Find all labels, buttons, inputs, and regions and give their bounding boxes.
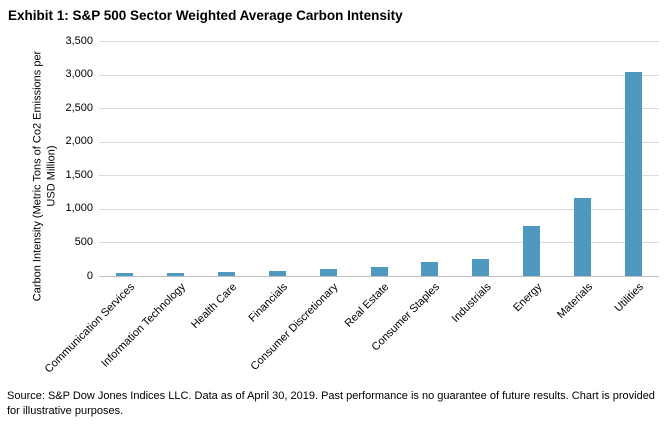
bar-health-care <box>217 272 235 276</box>
source-note: Source: S&P Dow Jones Indices LLC. Data … <box>7 390 655 418</box>
x-label-consumer-discretionary: Consumer Discretionary <box>248 281 341 373</box>
gridline-1000 <box>99 208 659 210</box>
x-label-energy: Energy <box>511 281 545 315</box>
y-tick-label-1500: 1,500 <box>65 168 93 181</box>
bar-real-estate <box>370 267 388 276</box>
y-tick-label-500: 500 <box>74 235 93 248</box>
gridline-2000 <box>99 141 659 143</box>
x-axis-line <box>99 276 659 277</box>
bar-consumer-discretionary <box>319 269 337 276</box>
y-tick-label-2000: 2,000 <box>65 135 93 148</box>
x-label-utilities: Utilities <box>612 281 647 315</box>
bar-financials <box>268 271 286 276</box>
y-tick-label-2500: 2,500 <box>65 101 93 114</box>
gridline-3500 <box>99 41 659 42</box>
bar-information-technology <box>166 273 184 276</box>
gridline-1500 <box>99 175 659 177</box>
gridline-500 <box>99 242 659 244</box>
x-label-information-technology: Information Technology <box>99 281 188 370</box>
y-tick-label-0: 0 <box>86 269 93 282</box>
y-tick-label-1000: 1,000 <box>65 202 93 215</box>
y-tick-label-3000: 3,000 <box>65 68 93 81</box>
bar-materials <box>574 198 592 276</box>
bar-utilities <box>625 72 643 276</box>
gridline-2500 <box>99 108 659 110</box>
bar-communication-services <box>115 273 133 276</box>
bar-energy <box>523 226 541 276</box>
x-label-industrials: Industrials <box>449 281 494 325</box>
x-label-health-care: Health Care <box>188 281 239 331</box>
x-label-financials: Financials <box>246 281 290 325</box>
x-label-real-estate: Real Estate <box>342 281 392 330</box>
chart-title: Exhibit 1: S&P 500 Sector Weighted Avera… <box>8 8 403 23</box>
x-label-materials: Materials <box>555 281 596 322</box>
y-tick-label-3500: 3,500 <box>65 34 93 47</box>
bar-consumer-staples <box>421 262 439 276</box>
gridline-3000 <box>99 74 659 76</box>
bar-industrials <box>472 259 490 276</box>
